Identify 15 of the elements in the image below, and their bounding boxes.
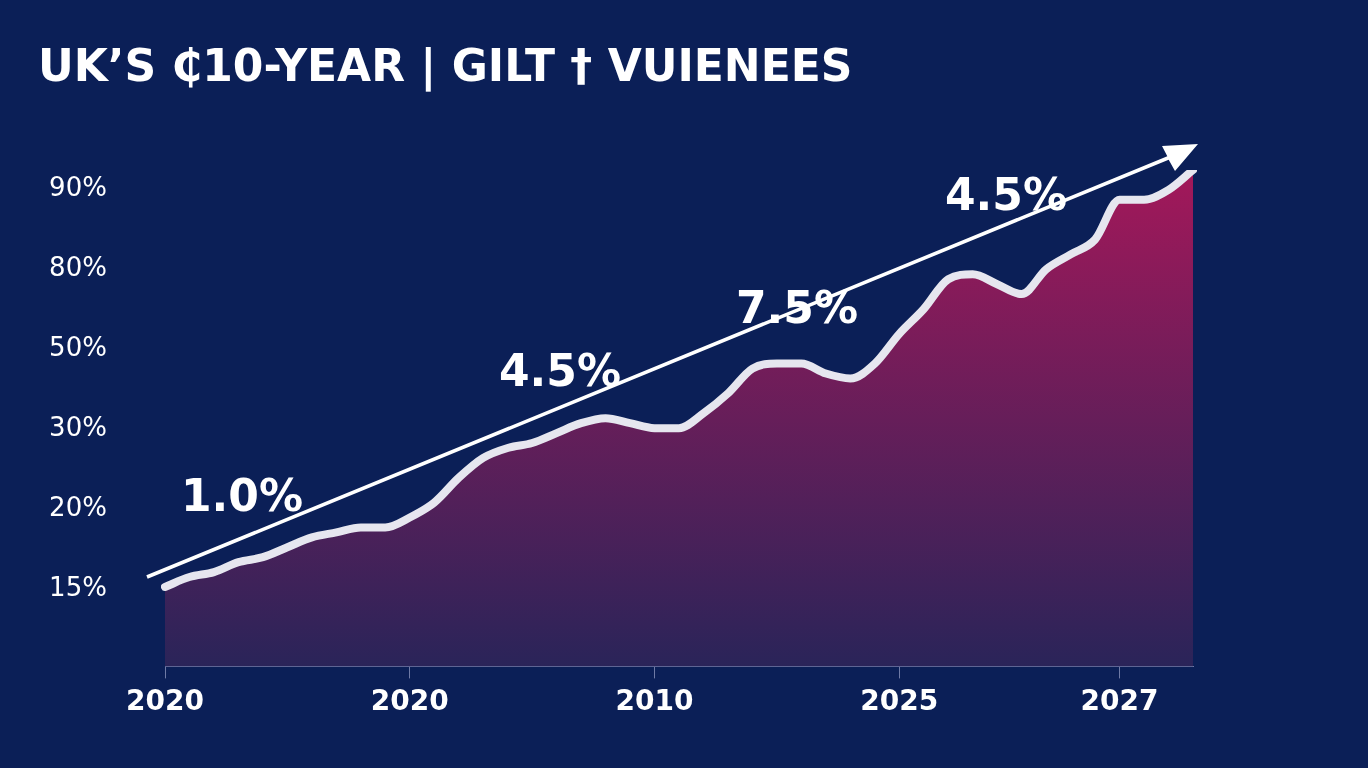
text: 15% [49,572,107,602]
text: 20% [49,492,107,522]
x-tick-label: 2025 [860,684,939,718]
x-tick-label: 2010 [615,684,694,718]
annotation: 1.0% [180,469,304,521]
annotation: 4.5% [944,168,1068,220]
x-tick-label: 2020 [126,684,204,718]
annotation: 4.5% [498,344,622,396]
text: 90% [49,172,107,202]
x-tick-label: 2020 [370,684,449,718]
chart-title: UK’S ₵10-YEAR | GILT † VUIENEES [38,40,853,91]
text: 80% [49,252,107,282]
text: 30% [49,412,107,442]
x-tick-label: 2027 [1080,684,1159,718]
text: 50% [49,332,107,362]
